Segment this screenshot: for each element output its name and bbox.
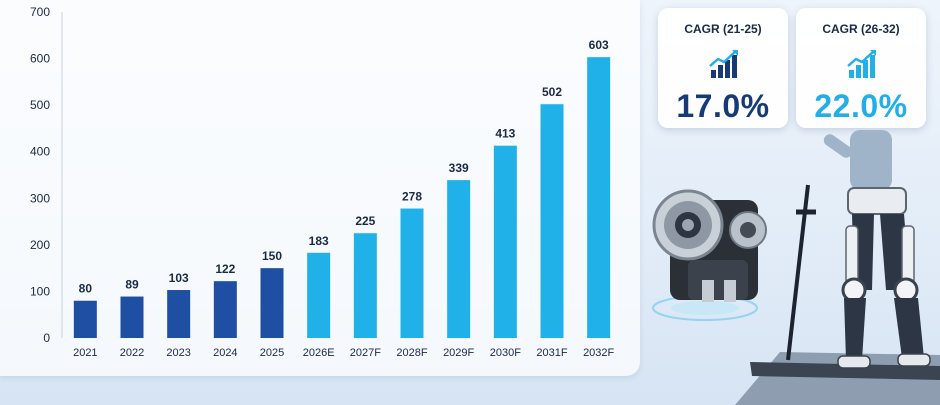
data-label: 225 — [355, 214, 375, 228]
bar — [587, 57, 611, 338]
y-tick-label: 600 — [30, 52, 50, 66]
x-tick-label: 2027F — [350, 347, 381, 359]
x-tick-label: 2029F — [443, 347, 474, 359]
x-tick-label: 2026E — [303, 347, 335, 359]
x-tick-label: 2031F — [536, 347, 567, 359]
data-label: 502 — [542, 85, 562, 99]
data-label: 603 — [589, 38, 609, 52]
cagr-label-forecast: CAGR (26-32) — [822, 22, 900, 36]
bar — [540, 104, 564, 338]
bar — [213, 281, 237, 338]
growth-chart-icon — [709, 50, 738, 78]
y-tick-label: 200 — [30, 238, 50, 252]
y-tick-label: 400 — [30, 145, 50, 159]
data-label: 89 — [125, 278, 139, 292]
bar — [120, 296, 144, 338]
x-tick-label: 2028F — [396, 347, 427, 359]
x-tick-label: 2024 — [213, 347, 237, 359]
cagr-value-forecast: 22.0% — [814, 88, 908, 124]
growth-chart-icon — [847, 50, 876, 78]
bar — [447, 180, 471, 338]
cagr-card-historical: CAGR (21-25) 17.0% — [658, 8, 788, 128]
y-tick-label: 300 — [30, 191, 50, 205]
x-tick-label: 2021 — [73, 347, 97, 359]
cagr-label-historical: CAGR (21-25) — [684, 22, 762, 36]
data-label: 413 — [495, 127, 515, 141]
cagr-value-historical: 17.0% — [676, 88, 770, 124]
bar — [260, 268, 284, 338]
bar — [307, 252, 331, 338]
data-label: 80 — [79, 282, 93, 296]
exoskeleton-user-icon — [786, 130, 931, 369]
data-label: 339 — [449, 161, 469, 175]
bar — [167, 290, 191, 338]
data-label: 150 — [262, 249, 282, 263]
bar — [493, 145, 517, 338]
x-tick-label: 2023 — [166, 347, 190, 359]
data-label: 103 — [169, 271, 189, 285]
data-label: 278 — [402, 190, 422, 204]
x-tick-label: 2025 — [260, 347, 284, 359]
bar-chart: 0 100 200 300 400 500 600 700 80 2021 89 2022 103 202… — [30, 5, 615, 359]
y-tick-label: 700 — [30, 5, 50, 19]
y-tick-label: 100 — [30, 284, 50, 298]
robotic-actuator-icon — [652, 189, 767, 302]
cagr-card-forecast: CAGR (26-32) 22.0% — [796, 8, 926, 128]
data-label: 183 — [309, 234, 329, 248]
bar — [400, 208, 424, 338]
x-tick-label: 2030F — [490, 347, 521, 359]
bar — [353, 233, 377, 338]
x-tick-label: 2022 — [120, 347, 144, 359]
data-label: 122 — [215, 262, 235, 276]
chart-panel: 0 100 200 300 400 500 600 700 80 2021 89 2022 103 202… — [29, 5, 615, 359]
robotics-illustration — [652, 130, 940, 405]
y-tick-label: 0 — [43, 331, 50, 345]
bar — [73, 300, 97, 338]
y-tick-label: 500 — [30, 98, 50, 112]
x-tick-label: 2032F — [583, 347, 614, 359]
